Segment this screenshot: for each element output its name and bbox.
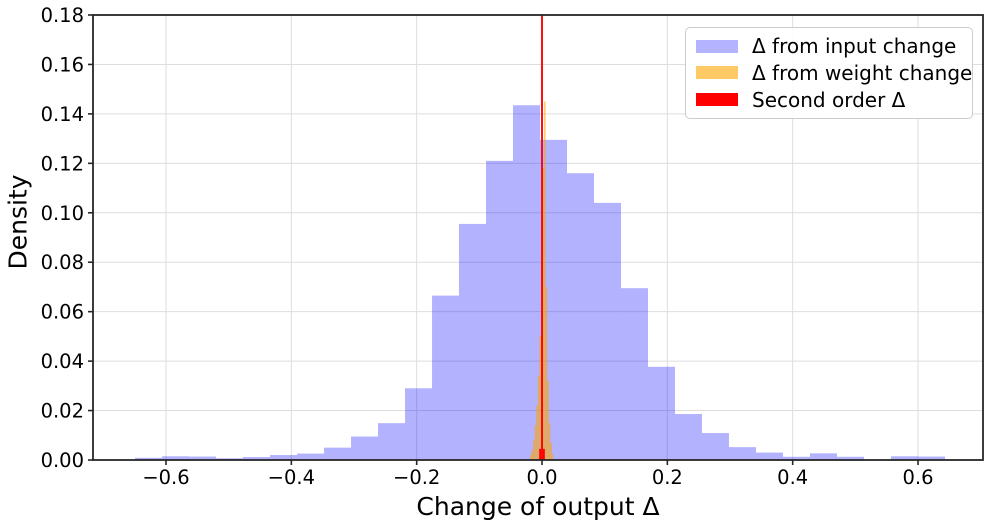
input-change-histogram-bar	[890, 456, 918, 460]
input-change-histogram-bar	[755, 452, 783, 460]
input-change-histogram-bar	[567, 173, 594, 460]
weight-change-histogram-bar	[551, 453, 554, 460]
weight-change-histogram-bar	[537, 375, 540, 460]
x-tick-label: −0.2	[393, 466, 440, 489]
y-tick-label: 0.16	[41, 53, 84, 76]
input-change-histogram-bar	[513, 105, 541, 460]
weight-change-histogram-bar	[534, 425, 537, 460]
x-tick-label: 0.0	[527, 466, 558, 489]
y-tick-label: 0.06	[41, 301, 84, 324]
y-tick-label: 0.02	[41, 400, 84, 423]
weight-change-histogram-bar	[529, 455, 532, 460]
input-change-histogram-bar	[459, 223, 487, 460]
legend: Δ from input change Δ from weight change…	[685, 27, 973, 119]
weight-change-histogram-bar	[545, 286, 548, 460]
input-change-histogram-bar	[917, 456, 945, 460]
input-change-histogram-bar	[432, 295, 460, 460]
second-order-bar	[539, 448, 542, 460]
x-tick-label: 0.2	[652, 466, 683, 489]
y-tick-label: 0.00	[41, 449, 84, 472]
input-change-histogram-bar	[674, 414, 702, 460]
input-change-histogram-bar	[270, 455, 298, 460]
x-tick-label: 0.6	[903, 466, 934, 489]
input-change-histogram-bar	[782, 456, 810, 460]
input-change-histogram-bar	[405, 388, 433, 460]
weight-change-histogram-bar	[544, 101, 546, 461]
legend-swatch-second-order-icon	[696, 93, 738, 107]
second-order-bar	[542, 448, 545, 460]
legend-label-second-order: Second order Δ	[752, 87, 906, 112]
x-tick-label: −0.6	[142, 466, 189, 489]
input-change-histogram-bar	[378, 423, 406, 460]
weight-change-histogram-bar	[533, 440, 535, 460]
weight-change-histogram-bar	[550, 442, 552, 460]
second-order-bar	[541, 15, 543, 460]
weight-change-histogram-bar	[542, 168, 545, 460]
input-change-histogram-bar	[728, 447, 756, 460]
weight-change-histogram-bar	[539, 336, 541, 460]
input-change-histogram-bar	[593, 202, 621, 460]
weight-change-histogram-bar	[548, 422, 551, 460]
weight-change-histogram-bar	[536, 405, 538, 460]
y-tick-label: 0.10	[41, 202, 84, 225]
input-change-histogram-bar	[486, 160, 514, 460]
input-change-histogram-bar	[809, 453, 837, 460]
y-tick-label: 0.14	[41, 103, 84, 126]
input-change-histogram-bar	[351, 436, 379, 460]
input-change-histogram-bar	[297, 453, 325, 460]
y-tick-label: 0.18	[41, 4, 84, 27]
legend-swatch-weight-change-icon	[696, 66, 738, 80]
weight-change-histogram-bar	[547, 380, 549, 460]
input-change-histogram-bar	[324, 447, 352, 460]
axes-frame	[92, 14, 984, 461]
input-change-histogram-bar	[620, 288, 648, 460]
legend-item-second-order: Second order Δ	[696, 87, 962, 113]
input-change-histogram-bar	[647, 366, 675, 460]
input-change-histogram-bar	[701, 433, 729, 460]
x-axis-label: Change of output Δ	[416, 492, 660, 521]
legend-label-weight-change: Δ from weight change	[752, 60, 973, 85]
input-change-histogram-bar	[135, 457, 163, 460]
legend-swatch-input-change-icon	[696, 39, 738, 53]
input-change-histogram-bar	[162, 456, 190, 460]
x-tick-label: 0.4	[777, 466, 808, 489]
y-axis-label: Density	[3, 174, 33, 270]
y-tick-label: 0.04	[41, 350, 84, 373]
y-tick-label: 0.12	[41, 152, 84, 175]
legend-label-input-change: Δ from input change	[752, 34, 957, 59]
input-change-histogram-bar	[836, 456, 864, 460]
y-tick-label: 0.08	[41, 251, 84, 274]
weight-change-histogram-bar	[531, 450, 534, 460]
x-tick-label: −0.4	[268, 466, 315, 489]
legend-item-weight-change: Δ from weight change	[696, 60, 972, 86]
input-change-histogram-bar	[243, 457, 271, 460]
legend-item-input-change: Δ from input change	[696, 33, 962, 59]
input-change-histogram-bar	[189, 456, 217, 460]
